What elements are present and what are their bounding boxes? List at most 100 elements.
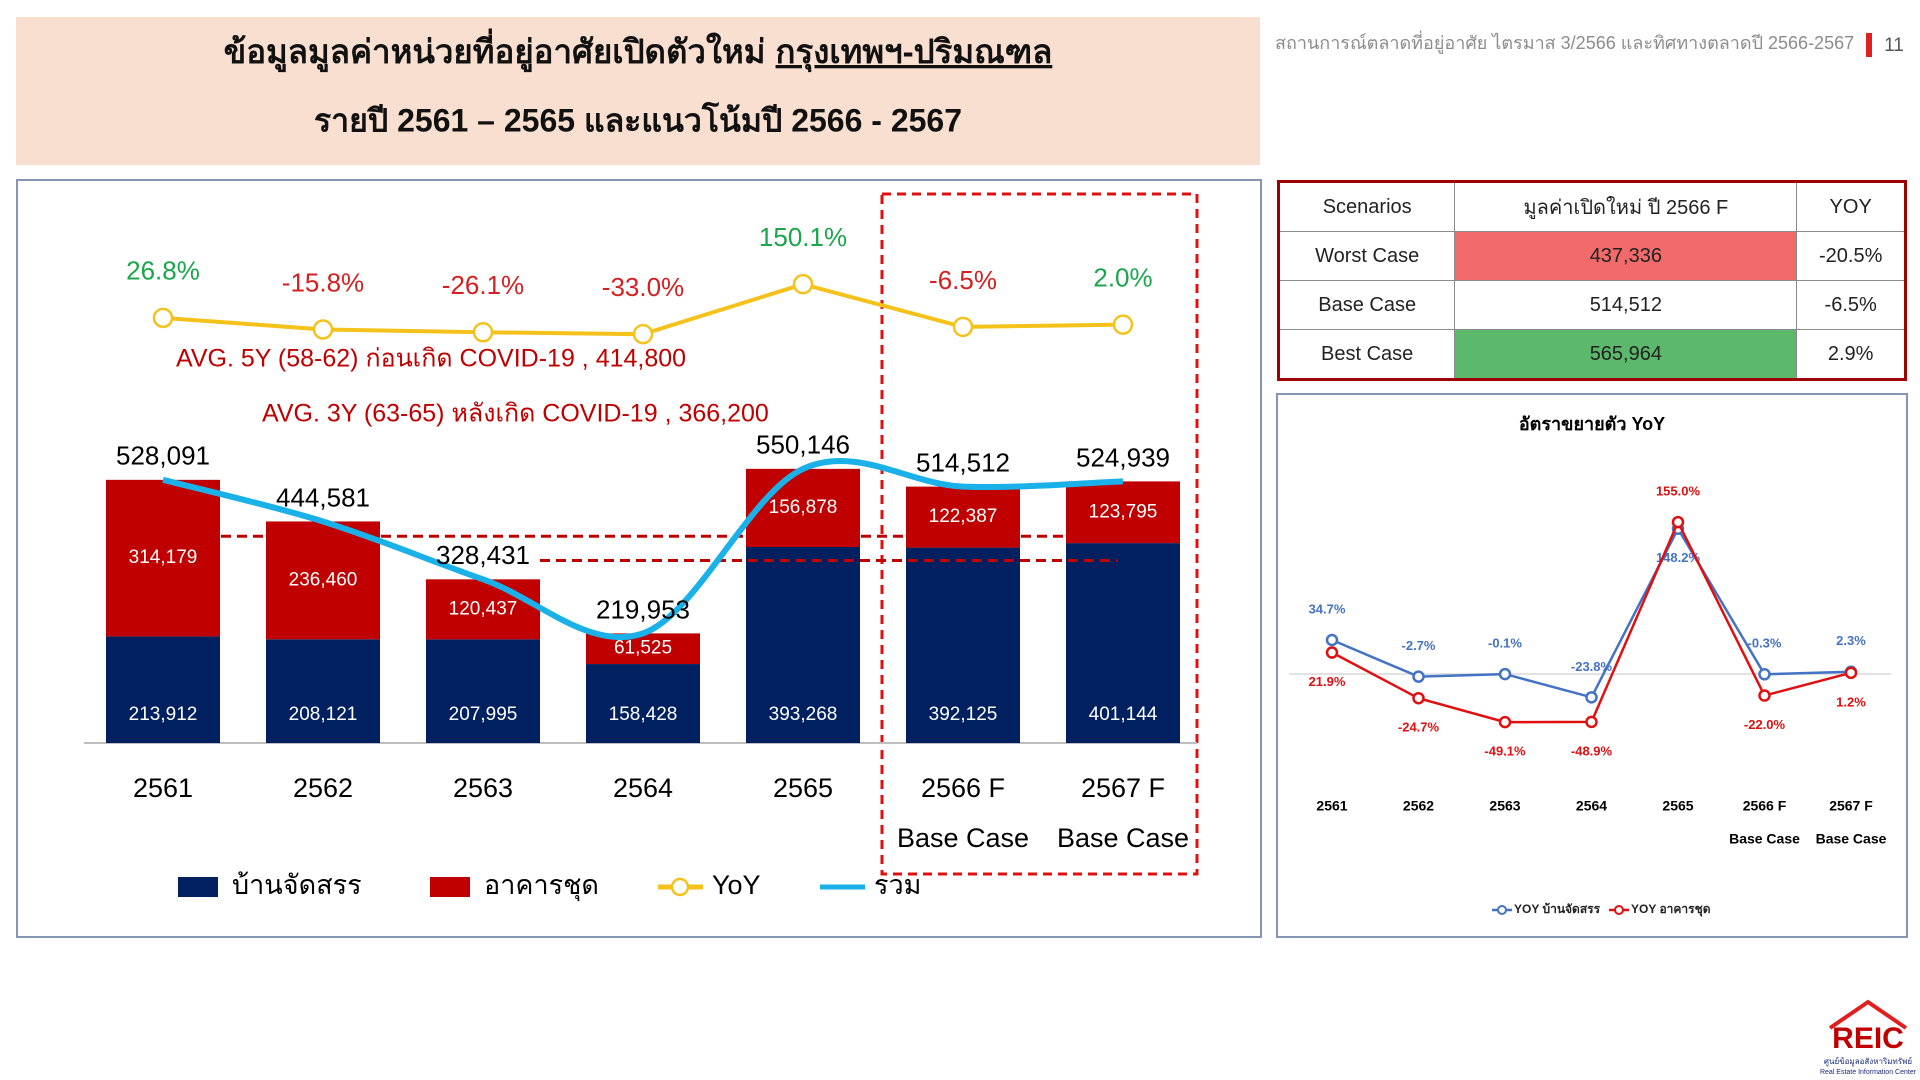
total-label: 219,953 [596, 594, 690, 624]
header-title: ข้อมูลมูลค่าหน่วยที่อยู่อาศัยเปิดตัวใหม่… [224, 28, 1053, 73]
total-label: 514,512 [916, 447, 1010, 477]
x-tick-label: 2567 F [1081, 773, 1165, 803]
yoy-label: 26.8% [126, 256, 200, 286]
bar-value-label: 207,995 [449, 704, 518, 725]
series-marker [1844, 666, 1858, 680]
page-number: 11 [1884, 35, 1904, 56]
x-tick-label: 2566 F [1743, 798, 1787, 814]
scenario-table: Scenarios มูลค่าเปิดใหม่ ปี 2566 F YOY Wors… [1277, 180, 1907, 381]
x-tick-label: 2566 F [921, 773, 1005, 803]
title-part: ข้อมูลมูลค่าหน่วยที่อยู่อาศัยเปิดตัวใหม่ [224, 28, 766, 73]
series-marker [1412, 691, 1425, 705]
bar-segment [266, 521, 380, 640]
column-header: YOY [1796, 181, 1906, 232]
total-line [162, 458, 1124, 641]
x-tick-label: 2562 [293, 773, 353, 803]
yoy-marker [952, 316, 974, 338]
x-tick-note: Base Case [1816, 831, 1887, 847]
main-chart-frame [16, 179, 1262, 938]
legend-label: YoY [712, 870, 761, 900]
value-label: -49.1% [1484, 744, 1526, 759]
logo: REIC ศูนย์ข้อมูลอสังหาริมทรัพย์ Real Est… [1820, 999, 1917, 1076]
header-box [16, 17, 1260, 165]
series-marker [1498, 667, 1512, 681]
bar-segment [746, 468, 860, 548]
logo-roof [1828, 999, 1908, 1030]
bar-segment [426, 639, 540, 743]
bar-segment [1066, 543, 1180, 743]
total-label: 524,939 [1076, 442, 1170, 472]
bar-value-label: 213,912 [129, 704, 198, 725]
table-cell: 2.9% [1796, 329, 1906, 380]
bar-segment [906, 547, 1020, 743]
legend-marker [1614, 905, 1624, 915]
bar-value-label: 122,387 [929, 506, 998, 527]
yoy-label: -26.1% [442, 270, 524, 300]
bar-value-label: 392,125 [929, 704, 998, 725]
bar-segment [586, 664, 700, 743]
value-label: -2.7% [1402, 638, 1436, 653]
table-cell: Base Case [1277, 280, 1456, 330]
value-label: 1.2% [1836, 694, 1866, 709]
bar-segment [1066, 481, 1180, 544]
bar-value-label: 314,179 [129, 547, 198, 568]
series-marker [1325, 633, 1339, 647]
bar-segment [746, 547, 860, 743]
bar-value-label: 123,795 [1089, 501, 1158, 522]
yoy-label: -33.0% [602, 272, 684, 302]
value-label: 21.9% [1309, 674, 1346, 689]
series-marker [1412, 670, 1425, 683]
table-cell: 565,964 [1454, 329, 1798, 380]
bar-value-label: 61,525 [614, 638, 672, 659]
legend-label: YOY อาคารชุด [1631, 902, 1711, 917]
legend-label: YOY บ้านจัดสรร [1514, 902, 1601, 916]
x-tick-label: 2561 [1316, 798, 1347, 814]
table-row: Worst Case 437,336 -20.5% [1277, 231, 1906, 281]
value-label: -0.1% [1488, 636, 1522, 651]
yoy-label: 150.1% [759, 222, 847, 252]
legend-marker [670, 877, 690, 897]
yoy-marker [792, 273, 814, 295]
column-header: มูลค่าเปิดใหม่ ปี 2566 F [1454, 181, 1798, 232]
bar-value-label: 120,437 [449, 598, 518, 619]
table-cell: 514,512 [1454, 280, 1798, 330]
logo-english: Real Estate Information Center [1820, 1069, 1917, 1076]
value-label: -22.0% [1744, 717, 1786, 732]
x-tick-label: 2563 [1489, 798, 1520, 814]
value-label: 148.2% [1656, 550, 1701, 565]
column-header: Scenarios [1277, 181, 1456, 232]
yoy-marker [472, 322, 494, 343]
legend-marker [1497, 905, 1507, 915]
bar-value-label: 393,268 [769, 704, 838, 725]
x-tick-note: Base Case [1729, 831, 1800, 847]
value-label: -0.3% [1748, 636, 1782, 651]
bar-segment [106, 479, 220, 637]
x-tick-label: 2562 [1403, 798, 1434, 814]
page-marker [1866, 33, 1872, 57]
x-tick-label: 2565 [1662, 798, 1693, 814]
legend-label: รวม [874, 870, 921, 900]
bar-value-label: 158,428 [609, 704, 678, 725]
logo-name: REIC [1832, 1022, 1904, 1055]
total-label: 444,581 [276, 482, 370, 512]
table-cell: Best Case [1277, 329, 1456, 380]
table-cell: -20.5% [1796, 231, 1906, 281]
table-cell: -6.5% [1796, 280, 1906, 330]
legend-swatch [430, 877, 470, 897]
value-label: -23.8% [1571, 659, 1613, 674]
reference-label: AVG. 3Y (63-65) หลังเกิด COVID-19 , 366,… [262, 400, 769, 428]
bar-segment [106, 636, 220, 743]
value-label: -48.9% [1571, 743, 1613, 758]
header-subtitle: รายปี 2561 – 2565 และแนวโน้มปี 2566 - 25… [314, 101, 962, 138]
x-tick-label: 2564 [613, 773, 673, 803]
reference-label: AVG. 5Y (58-62) ก่อนเกิด COVID-19 , 414,… [176, 345, 686, 373]
bar-value-label: 208,121 [289, 704, 358, 725]
series-marker [1325, 646, 1339, 659]
value-label: 34.7% [1309, 601, 1346, 616]
x-tick-label: 2567 F [1829, 798, 1873, 814]
bar-segment [266, 639, 380, 743]
total-label: 328,431 [436, 540, 530, 570]
x-tick-note: Base Case [1057, 823, 1189, 853]
